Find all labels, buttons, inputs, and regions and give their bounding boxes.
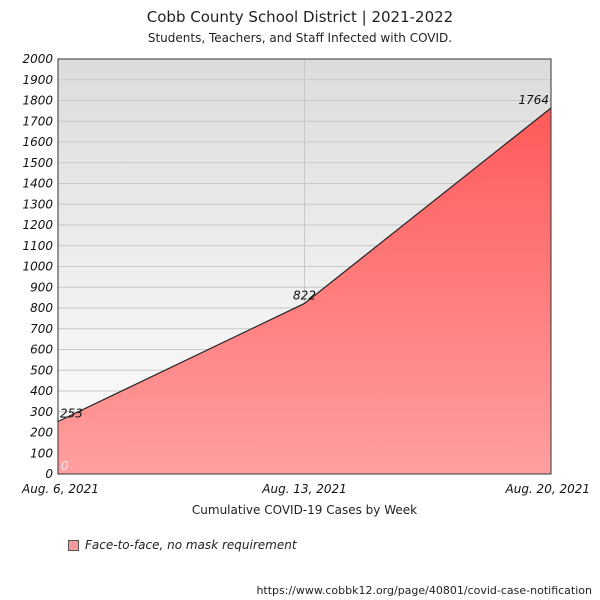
area-fill [58, 107, 551, 474]
y-tick-label: 2000 [22, 52, 53, 66]
chart-subtitle: Students, Teachers, and Staff Infected w… [147, 31, 453, 45]
data-labels: 253 822 1764 0 [60, 93, 549, 473]
y-tick-label: 600 [30, 343, 53, 357]
x-axis-title: Cumulative COVID-19 Cases by Week [192, 503, 417, 517]
legend: Face-to-face, no mask requirement [68, 538, 297, 552]
y-tick-label: 900 [30, 280, 53, 294]
y-tick-label: 1200 [22, 218, 53, 232]
plot-frame [57, 58, 552, 475]
y-tick-label: 1600 [22, 135, 53, 149]
axes: 0 100 200 300 400 500 600 700 800 900 1000 1100 1200… [21, 52, 590, 517]
source-url: https://www.cobbk12.org/page/40801/covid… [256, 584, 592, 597]
y-tick-label: 700 [30, 322, 53, 336]
y-tick-label: 200 [30, 426, 53, 440]
y-tick-label: 1400 [22, 177, 53, 191]
y-tick-label: 1900 [22, 73, 53, 87]
x-tick-label: Aug. 13, 2021 [261, 482, 347, 496]
y-tick-label: 300 [30, 405, 53, 419]
legend-swatch [68, 539, 79, 551]
x-tick-label: Aug. 20, 2021 [505, 482, 591, 496]
series-line [57, 107, 552, 423]
data-label: 1764 [518, 93, 549, 107]
y-tick-label: 500 [30, 363, 53, 377]
y-tick-label: 0 [45, 467, 53, 481]
y-tick-label: 100 [30, 446, 53, 460]
chart-title: Cobb County School District | 2021-2022 [146, 8, 454, 26]
y-tick-label: 1700 [22, 114, 53, 128]
x-tick-label: Aug. 6, 2021 [21, 482, 99, 496]
y-tick-label: 800 [30, 301, 53, 315]
data-label: 822 [293, 288, 316, 302]
y-tick-label: 1300 [22, 197, 53, 211]
y-tick-label: 1000 [22, 260, 53, 274]
area-series [57, 107, 552, 474]
legend-label: Face-to-face, no mask requirement [85, 538, 297, 552]
origin-label: 0 [61, 459, 69, 473]
y-tick-label: 1800 [22, 94, 53, 108]
y-tick-label: 1100 [22, 239, 53, 253]
data-label: 253 [60, 407, 83, 421]
y-tick-label: 1500 [22, 156, 53, 170]
y-tick-label: 400 [30, 384, 53, 398]
